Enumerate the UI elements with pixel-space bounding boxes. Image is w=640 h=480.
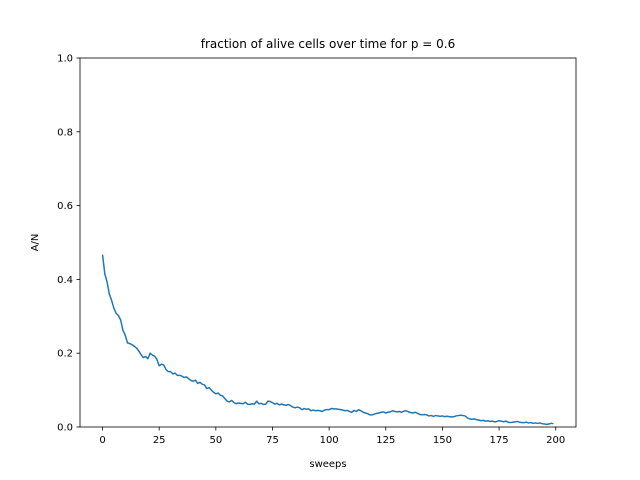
x-tick-label: 75: [266, 435, 279, 446]
y-axis-label: A/N: [30, 234, 41, 252]
y-tick-label: 1.0: [57, 54, 73, 65]
x-tick-label: 200: [546, 435, 565, 446]
series-line: [101, 254, 554, 426]
x-tick-label: 150: [433, 435, 452, 446]
y-axis-ticks: 0.0 0.2 0.4 0.6 0.8 1.0: [57, 54, 80, 434]
x-axis-ticks: 0 25 50 75 100 125 150 175 200: [99, 427, 565, 446]
axes-frame: [79, 57, 577, 428]
y-tick-label: 0.2: [57, 349, 73, 360]
x-tick-label: 125: [376, 435, 395, 446]
x-tick-label: 100: [320, 435, 339, 446]
plot-area: 0 25 50 75 100 125 150 175 200 0.0 0.2 0.4 0.6 0.8 1.…: [57, 54, 577, 446]
chart-title: fraction of alive cells over time for p …: [201, 37, 456, 51]
y-tick-label: 0.6: [57, 201, 73, 212]
x-axis-label: sweeps: [309, 459, 346, 470]
y-tick-label: 0.4: [57, 275, 73, 286]
x-tick-label: 50: [209, 435, 222, 446]
x-tick-label: 0: [99, 435, 105, 446]
x-tick-label: 175: [490, 435, 509, 446]
y-tick-label: 0.0: [57, 423, 73, 434]
x-tick-label: 25: [153, 435, 166, 446]
y-tick-label: 0.8: [57, 127, 73, 138]
